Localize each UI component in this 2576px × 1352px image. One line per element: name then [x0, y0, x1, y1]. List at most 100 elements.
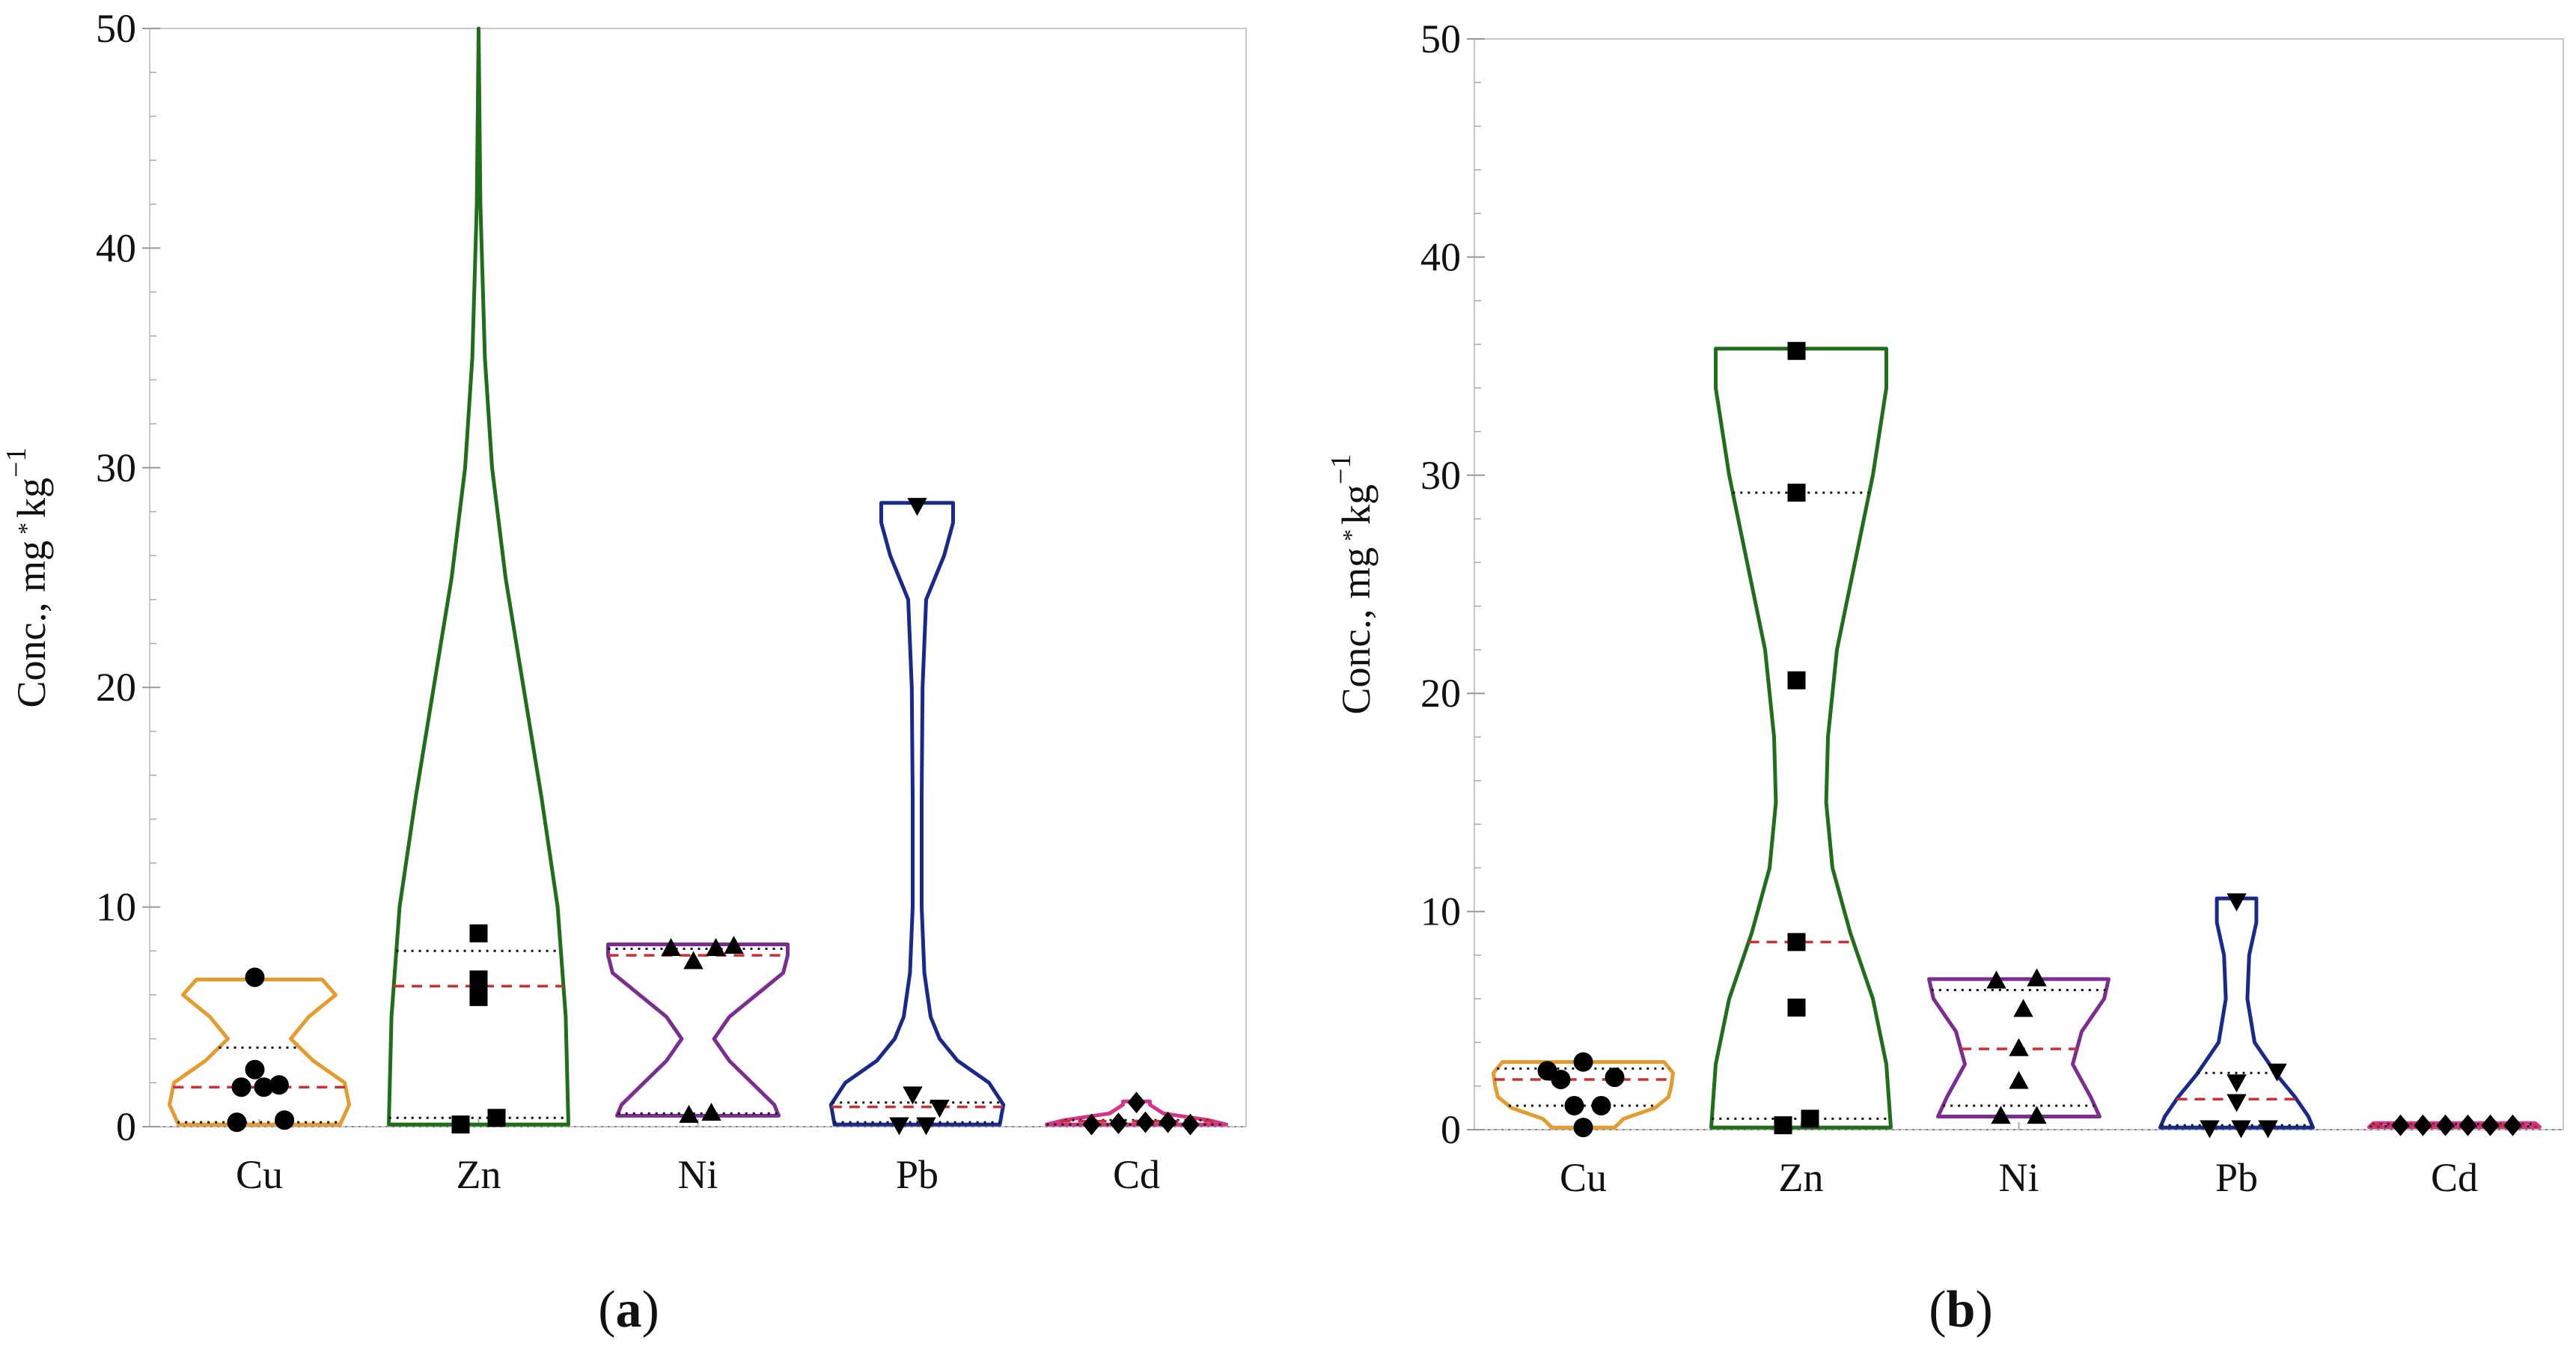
x-tick-label-zn: Zn	[457, 1152, 501, 1197]
data-point	[1109, 1112, 1128, 1134]
y-tick-label: 50	[96, 6, 136, 51]
y-tick-label: 10	[96, 885, 136, 930]
data-point	[889, 1117, 909, 1136]
violin-outline-zn	[1709, 347, 1893, 1130]
x-tick-label-pb: Pb	[896, 1152, 938, 1197]
data-point	[683, 951, 703, 969]
data-point	[2200, 1120, 2220, 1139]
violin-outline-zn	[387, 26, 570, 1127]
x-tick-label-cu: Cu	[1560, 1155, 1607, 1200]
data-point	[1136, 1111, 1155, 1133]
violin-outline-pb	[2158, 896, 2315, 1130]
violin-cd	[1045, 1091, 1228, 1136]
panel-b: 0 10 20 30 40 50 Conc., mg*kg−1 Cu Zn Ni Pb Cd (b)	[1325, 16, 2564, 1339]
violin-zn	[1709, 341, 1893, 1135]
x-tick-label-cd: Cd	[1113, 1152, 1160, 1197]
data-point	[275, 1110, 295, 1130]
data-point	[1787, 671, 1806, 689]
data-point	[2391, 1114, 2410, 1136]
data-point	[2503, 1114, 2522, 1136]
y-tick-label: 30	[96, 445, 136, 490]
violin-ni	[606, 936, 790, 1123]
data-point	[1591, 1095, 1611, 1115]
y-tick-label: 50	[1420, 16, 1461, 61]
data-point	[2226, 1094, 2247, 1112]
data-point	[245, 1059, 265, 1080]
data-point	[903, 1086, 923, 1105]
violin-pb	[2158, 893, 2315, 1139]
panel-label: (a)	[598, 1281, 659, 1339]
data-point	[2027, 968, 2047, 987]
data-point	[1082, 1113, 1101, 1136]
y-tick-label: 0	[116, 1104, 136, 1149]
data-point	[1787, 933, 1806, 951]
data-point	[2009, 1071, 2029, 1089]
data-point	[227, 1112, 247, 1133]
data-point	[916, 1117, 936, 1136]
data-point	[2231, 1120, 2251, 1139]
y-tick-label: 20	[1420, 671, 1461, 716]
data-point	[1159, 1111, 1177, 1133]
data-point	[469, 924, 488, 943]
y-tick-label: 10	[1420, 889, 1461, 934]
data-point	[254, 1077, 274, 1097]
y-tick-label: 40	[1420, 234, 1461, 279]
data-point	[2436, 1114, 2455, 1136]
data-point	[1787, 484, 1806, 502]
data-point	[269, 1075, 289, 1095]
data-point	[1986, 970, 2006, 989]
x-tick-label-cu: Cu	[236, 1152, 283, 1197]
violin-outline-pb	[828, 501, 1006, 1127]
x-tick-label-pb: Pb	[2215, 1155, 2258, 1200]
data-point	[1127, 1091, 1146, 1114]
y-tick-label: 0	[1441, 1107, 1461, 1152]
data-point	[1991, 1106, 2011, 1124]
violin-cu	[168, 967, 351, 1133]
x-tick-label-zn: Zn	[1779, 1155, 1824, 1200]
data-point	[1181, 1113, 1200, 1136]
data-point	[706, 937, 726, 956]
data-point	[2267, 1063, 2287, 1082]
violin-pb	[828, 498, 1006, 1136]
data-point	[2459, 1114, 2477, 1136]
data-point	[2226, 893, 2247, 912]
y-axis-label: Conc., mg*kg−1	[1, 448, 54, 708]
y-axis-label: Conc., mg*kg−1	[1325, 454, 1379, 715]
y-tick-label: 40	[96, 225, 136, 270]
data-point	[701, 1102, 721, 1121]
y-tick-label: 20	[96, 665, 136, 710]
data-point	[1537, 1061, 1557, 1081]
violin-outline-cu	[1492, 1060, 1675, 1130]
data-point	[2258, 1120, 2278, 1139]
data-point	[661, 937, 681, 956]
data-point	[1787, 998, 1806, 1017]
data-point	[1774, 1116, 1792, 1135]
panel-a: 0 10 20 30 40 50 Conc., mg*kg−1 Cu Zn Ni Pb Cd (a)	[1, 6, 1247, 1339]
data-point	[1564, 1095, 1584, 1115]
violin-outline-ni	[606, 942, 790, 1118]
data-point	[2027, 1106, 2047, 1124]
data-point	[245, 967, 265, 987]
data-point	[1801, 1109, 1819, 1128]
violin-ni	[1927, 968, 2110, 1124]
violin-outline-cd	[1045, 1099, 1228, 1127]
data-point	[679, 1104, 699, 1123]
plot-frame	[1474, 38, 2564, 1130]
y-tick-label: 30	[1420, 453, 1461, 498]
data-point	[487, 1109, 506, 1127]
data-point	[1573, 1052, 1593, 1072]
data-point	[724, 936, 744, 954]
violin-outline-ni	[1927, 977, 2110, 1119]
data-point	[2226, 1074, 2247, 1093]
data-point	[469, 970, 488, 989]
data-point	[2009, 1038, 2029, 1056]
data-point	[1573, 1118, 1593, 1138]
data-point	[2414, 1114, 2432, 1136]
data-point	[451, 1115, 470, 1134]
x-tick-label-ni: Ni	[678, 1152, 718, 1197]
x-tick-label-cd: Cd	[2431, 1155, 2478, 1200]
data-point	[907, 498, 927, 517]
violin-cd	[2367, 1114, 2542, 1136]
data-point	[2481, 1114, 2500, 1136]
